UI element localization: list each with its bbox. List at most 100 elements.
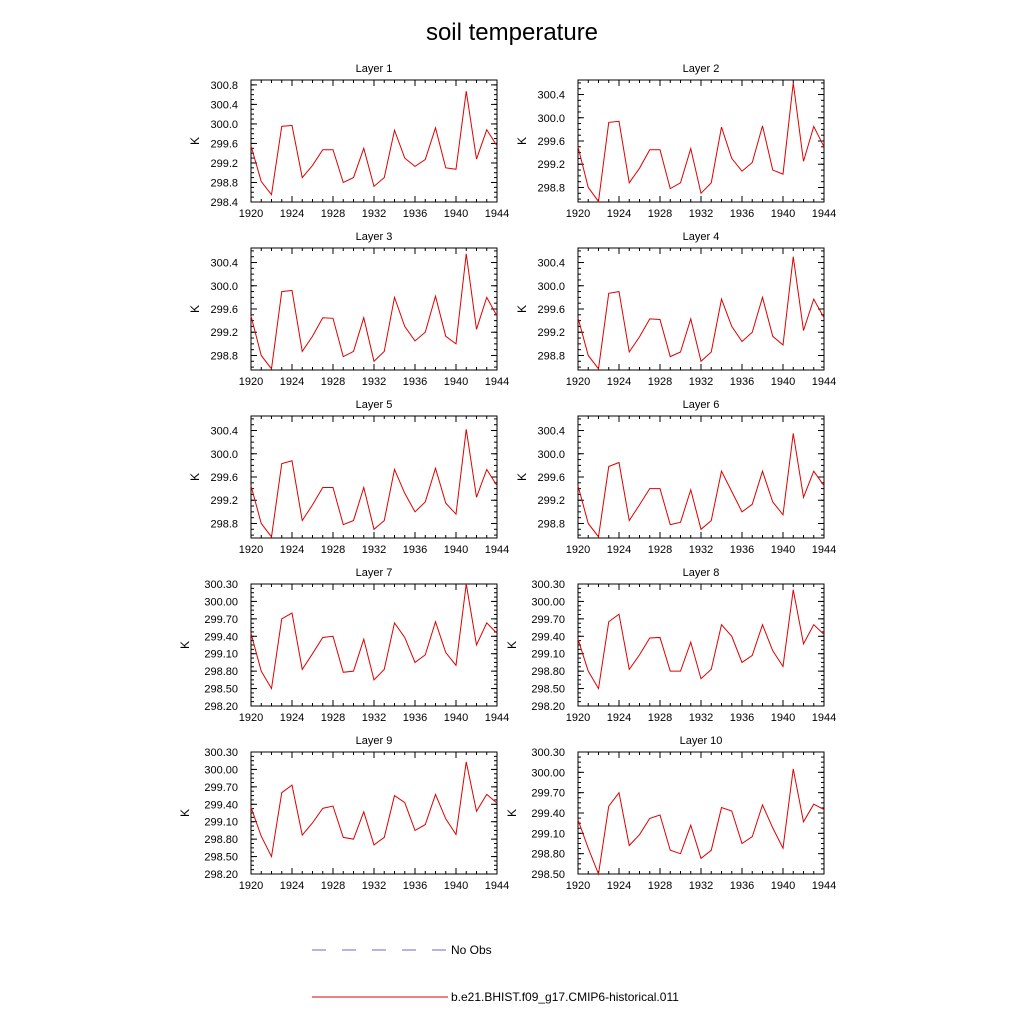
x-tick-label: 1932 [362, 712, 386, 724]
series-line [577, 768, 825, 876]
panel-layer-7: Layer 7 1920 1924 1928 1932 1936 1940 1944 298.2… [178, 567, 509, 724]
y-tick-label: 298.50 [531, 684, 565, 696]
x-tick-label: 1940 [444, 544, 468, 556]
panel-title: Layer 6 [683, 399, 720, 411]
y-tick-label: 298.20 [531, 701, 565, 713]
y-tick-label: 300.4 [537, 90, 565, 102]
x-tick-label: 1928 [321, 208, 345, 220]
x-tick-label: 1940 [771, 376, 795, 388]
x-tick-label: 1928 [648, 544, 672, 556]
y-axis-label: K [505, 641, 519, 649]
y-tick-label: 299.10 [204, 817, 238, 829]
x-tick-label: 1936 [730, 376, 754, 388]
series-line [250, 429, 498, 539]
y-tick-label: 299.40 [531, 808, 565, 820]
panel-layer-1: Layer 1 1920 1924 1928 1932 1936 1940 1944 298.4… [188, 63, 509, 220]
y-axis-label: K [505, 809, 519, 817]
plot-frame [577, 415, 825, 539]
y-tick-label: 298.50 [531, 869, 565, 881]
panel-title: Layer 8 [683, 567, 720, 579]
panel-layer-4: Layer 4 1920 1924 1928 1932 1936 1940 1944 298.8… [515, 231, 836, 388]
y-tick-label: 300.0 [210, 281, 238, 293]
series-line [577, 589, 825, 691]
y-tick-label: 299.2 [537, 159, 565, 171]
x-tick-label: 1920 [566, 208, 590, 220]
x-tick-label: 1928 [648, 880, 672, 892]
panel-layer-8: Layer 8 1920 1924 1928 1932 1936 1940 1944 298.2… [505, 567, 836, 724]
x-tick-label: 1924 [280, 376, 304, 388]
x-tick-label: 1932 [362, 208, 386, 220]
y-tick-label: 299.70 [531, 788, 565, 800]
x-tick-label: 1944 [812, 880, 836, 892]
y-axis-label: K [515, 473, 529, 481]
y-tick-label: 300.30 [204, 579, 238, 591]
x-tick-label: 1920 [566, 376, 590, 388]
plot-frame [250, 751, 498, 875]
y-tick-label: 298.80 [204, 666, 238, 678]
y-tick-label: 300.4 [210, 99, 238, 111]
y-tick-label: 300.00 [531, 767, 565, 779]
panel-layer-5: Layer 5 1920 1924 1928 1932 1936 1940 1944 298.8… [188, 399, 509, 556]
x-tick-label: 1940 [771, 208, 795, 220]
y-tick-label: 298.20 [204, 701, 238, 713]
x-tick-label: 1944 [485, 712, 509, 724]
y-tick-label: 299.40 [531, 631, 565, 643]
x-tick-label: 1940 [444, 712, 468, 724]
y-tick-label: 299.70 [204, 614, 238, 626]
y-tick-label: 299.6 [210, 304, 238, 316]
y-tick-label: 300.4 [210, 258, 238, 270]
y-tick-label: 299.2 [210, 495, 238, 507]
panel-title: Layer 1 [356, 63, 393, 75]
x-tick-label: 1940 [771, 712, 795, 724]
x-tick-label: 1944 [485, 544, 509, 556]
x-tick-label: 1940 [444, 376, 468, 388]
y-axis-label: K [515, 137, 529, 145]
y-tick-label: 300.30 [531, 579, 565, 591]
x-tick-label: 1932 [689, 544, 713, 556]
y-axis-label: K [515, 305, 529, 313]
legend: No Obs b.e21.BHIST.f09_g17.CMIP6-histori… [312, 943, 679, 1004]
x-tick-label: 1924 [607, 880, 631, 892]
panel-grid: Layer 1 1920 1924 1928 1932 1936 1940 1944 298.4… [178, 63, 836, 892]
series-line [577, 433, 825, 539]
x-tick-label: 1932 [689, 712, 713, 724]
x-tick-label: 1932 [362, 376, 386, 388]
y-tick-label: 300.4 [537, 426, 565, 438]
y-axis-label: K [178, 641, 192, 649]
y-tick-label: 298.50 [204, 852, 238, 864]
x-tick-label: 1944 [485, 208, 509, 220]
legend-label-model: b.e21.BHIST.f09_g17.CMIP6-historical.011 [451, 990, 679, 1004]
x-tick-label: 1936 [730, 208, 754, 220]
y-tick-label: 298.80 [531, 666, 565, 678]
y-tick-label: 300.30 [204, 747, 238, 759]
y-tick-label: 299.2 [537, 327, 565, 339]
y-axis-label: K [188, 473, 202, 481]
panel-title: Layer 4 [683, 231, 720, 243]
x-tick-label: 1940 [444, 208, 468, 220]
y-tick-label: 299.10 [531, 828, 565, 840]
panel-title: Layer 5 [356, 399, 393, 411]
panel-layer-9: Layer 9 1920 1924 1928 1932 1936 1940 1944 298.2… [178, 735, 509, 892]
y-tick-label: 299.2 [537, 495, 565, 507]
y-tick-label: 298.8 [210, 177, 238, 189]
x-tick-label: 1932 [362, 880, 386, 892]
y-tick-label: 299.2 [210, 327, 238, 339]
y-tick-label: 298.8 [537, 350, 565, 362]
y-tick-label: 299.6 [537, 304, 565, 316]
y-tick-label: 298.50 [204, 684, 238, 696]
y-tick-label: 300.4 [537, 258, 565, 270]
x-tick-label: 1940 [444, 880, 468, 892]
y-tick-label: 298.4 [210, 197, 238, 209]
y-tick-label: 300.0 [537, 281, 565, 293]
y-tick-label: 299.40 [204, 799, 238, 811]
panel-layer-6: Layer 6 1920 1924 1928 1932 1936 1940 1944 298.8… [515, 399, 836, 556]
plot-frame [250, 583, 498, 707]
y-tick-label: 299.10 [531, 649, 565, 661]
x-tick-label: 1932 [689, 376, 713, 388]
panel-title: Layer 9 [356, 735, 393, 747]
series-line [577, 256, 825, 371]
x-tick-label: 1920 [239, 712, 263, 724]
figure-title: soil temperature [426, 19, 598, 46]
x-tick-label: 1928 [321, 880, 345, 892]
